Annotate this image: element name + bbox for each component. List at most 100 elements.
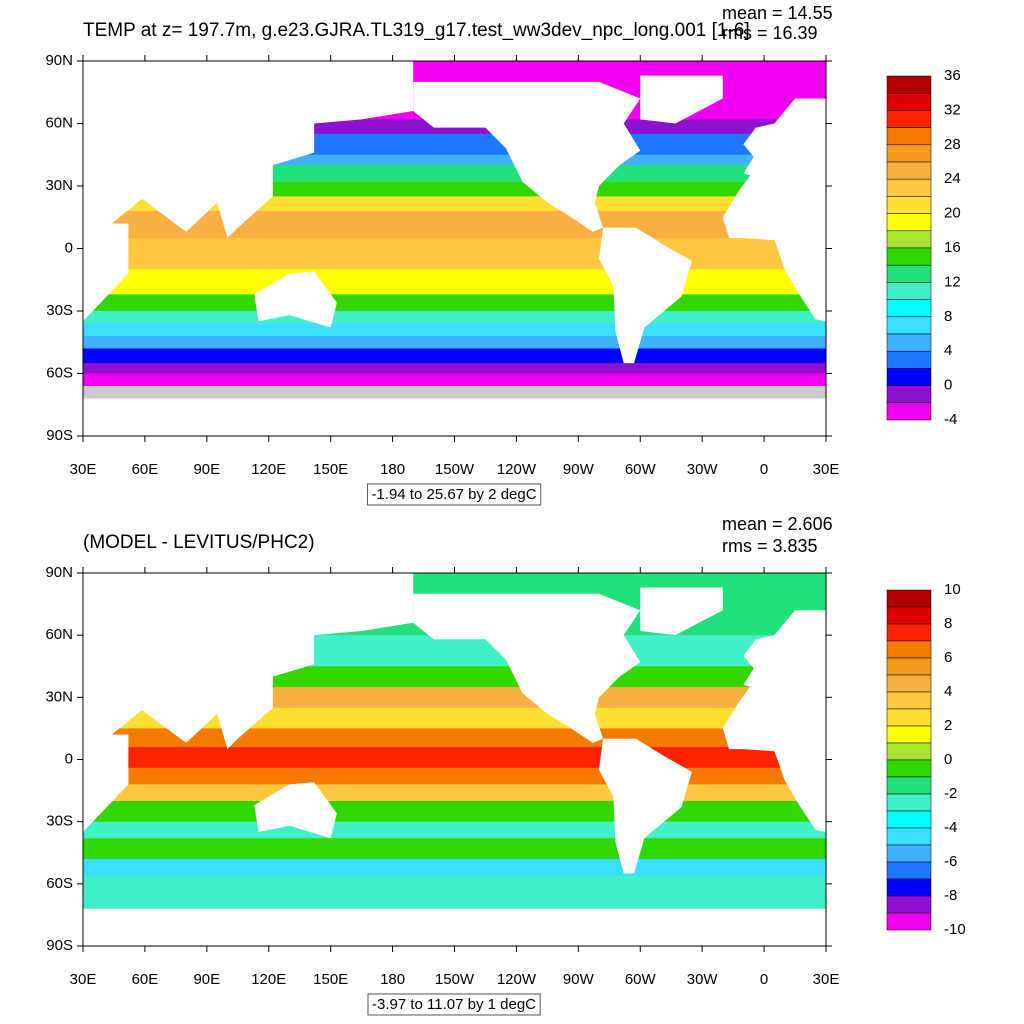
lon-label: 180	[380, 971, 405, 988]
ocean-band	[83, 211, 826, 239]
rms-stat: rms = 16.39	[722, 23, 818, 43]
colorbar-box	[886, 110, 932, 128]
lon-label: 150W	[435, 461, 475, 478]
ocean-band	[83, 800, 826, 823]
lon-label: 0	[760, 971, 768, 988]
range-text: -3.97 to 11.07 by 1 degC	[372, 996, 536, 1013]
colorbar-label: 2	[944, 717, 952, 734]
lon-label: 120W	[497, 971, 537, 988]
lon-label: 120W	[497, 461, 537, 478]
ocean-band	[83, 311, 826, 324]
colorbar-label: -4	[944, 411, 957, 428]
ocean-band	[83, 238, 826, 270]
lat-label: 60N	[45, 114, 73, 131]
colorbar-box	[886, 640, 932, 659]
map-title: TEMP at z= 197.7m, g.e23.GJRA.TL319_g17.…	[83, 20, 750, 41]
lon-label: 180	[380, 461, 405, 478]
land	[254, 782, 337, 839]
ocean-band	[83, 838, 826, 860]
colorbar-box	[886, 247, 932, 266]
lat-label: 0	[65, 750, 73, 767]
ocean-band	[83, 707, 826, 729]
ocean-band	[83, 336, 826, 349]
colorbar-label: 0	[944, 751, 952, 768]
lat-label: 30S	[46, 813, 73, 830]
colorbar-box	[886, 350, 932, 369]
colorbar-box	[886, 178, 932, 197]
lat-label: 90N	[45, 52, 73, 69]
range-text: -1.94 to 25.67 by 2 degC	[371, 486, 536, 503]
land	[640, 587, 723, 636]
colorbar-label: 0	[944, 377, 952, 394]
lat-label: 30N	[45, 688, 73, 705]
colorbar-box	[886, 827, 932, 846]
ocean-band	[83, 784, 826, 802]
lat-label: 90S	[46, 427, 73, 444]
lat-label: 0	[65, 239, 73, 256]
ocean-band	[83, 767, 826, 785]
lat-label: 30S	[46, 302, 73, 319]
map-panel: 90N 60N 30N 0 30S 60S 90S 30E 60E 90E 120E 150E 180 1…	[45, 3, 961, 506]
ocean-band	[83, 154, 826, 166]
lon-label: 60W	[625, 971, 657, 988]
lon-label: 90E	[193, 971, 220, 988]
land	[83, 573, 414, 833]
colorbar-box	[886, 299, 932, 318]
lat-label: 30N	[45, 177, 73, 194]
ocean-band	[83, 373, 826, 387]
ocean-band	[83, 858, 826, 877]
colorbar-label: 32	[944, 101, 961, 118]
colorbar-label: 4	[944, 683, 952, 700]
colorbar-box	[886, 385, 932, 404]
colorbar-label: -8	[944, 887, 957, 904]
lon-label: 0	[760, 461, 768, 478]
colorbar-box	[886, 144, 932, 163]
map-fill	[83, 61, 826, 436]
mean-stat: mean = 14.55	[722, 3, 833, 23]
colorbar-box	[886, 213, 932, 232]
rms-stat: rms = 3.835	[722, 536, 818, 556]
colorbar-box	[886, 793, 932, 812]
lon-label: 60W	[625, 461, 657, 478]
lon-label: 60E	[132, 461, 159, 478]
colorbar-box	[886, 623, 932, 642]
colorbar-label: 16	[944, 239, 961, 256]
lon-label: 90W	[563, 971, 595, 988]
land	[413, 593, 641, 743]
colorbar-box	[886, 316, 932, 335]
lon-label: 60E	[132, 971, 159, 988]
lon-label: 150E	[313, 461, 348, 478]
map-title: (MODEL - LEVITUS/PHC2)	[83, 532, 315, 553]
colorbar-box	[886, 912, 932, 931]
lon-label: 30W	[687, 971, 719, 988]
ocean-band	[83, 821, 826, 839]
lon-label: 30E	[70, 971, 97, 988]
ocean-band	[83, 363, 826, 374]
lon-label: 90W	[563, 461, 595, 478]
land	[598, 738, 692, 874]
colorbar-box	[886, 691, 932, 710]
land	[743, 610, 826, 698]
colorbar-box	[886, 264, 932, 283]
land	[83, 61, 414, 322]
lat-label: 60S	[46, 875, 73, 892]
colorbar-box	[886, 368, 932, 386]
colorbar-box	[886, 742, 932, 761]
colorbar-box	[886, 708, 932, 727]
colorbar-box	[886, 776, 932, 795]
colorbar-box	[886, 759, 932, 778]
ocean-band	[83, 196, 826, 212]
land	[722, 684, 826, 833]
colorbar-box	[886, 657, 932, 676]
colorbar-label: -10	[944, 921, 966, 938]
colorbar-box	[886, 674, 932, 693]
lon-label: 90E	[193, 461, 220, 478]
colorbar-box	[886, 725, 932, 744]
colorbar-box	[886, 75, 932, 94]
ocean-band	[83, 348, 826, 364]
colorbar-box	[886, 878, 932, 897]
lat-label: 60N	[45, 626, 73, 643]
land	[722, 173, 826, 322]
colorbar-label: 12	[944, 273, 961, 290]
